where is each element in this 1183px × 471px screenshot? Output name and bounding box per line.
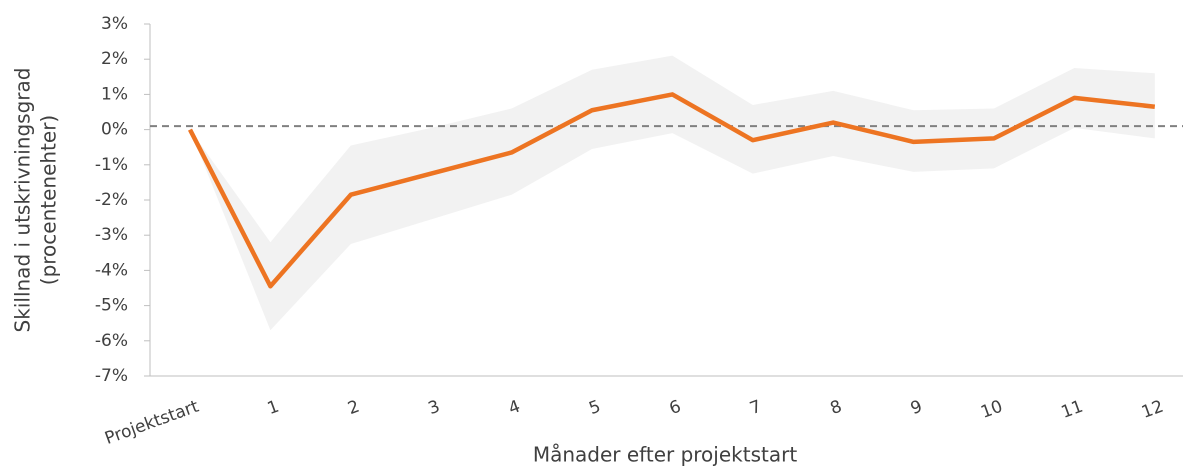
y-tick-label: -2% <box>95 190 128 210</box>
x-tick-label: Projektstart <box>102 396 201 449</box>
y-tick-label: -3% <box>95 225 128 245</box>
x-tick-label: 7 <box>747 397 764 419</box>
x-tick-label: 12 <box>1139 397 1166 423</box>
x-tick-label: 4 <box>506 397 523 419</box>
x-tick-label: 1 <box>265 397 282 419</box>
y-axis-title: Skillnad i utskrivningsgrad <box>11 68 35 333</box>
x-tick-label: 10 <box>978 397 1005 423</box>
x-tick-label: 2 <box>345 397 362 419</box>
x-tick-label: 9 <box>908 397 925 419</box>
y-tick-label: 1% <box>101 84 128 104</box>
y-tick-label: 3% <box>101 14 128 34</box>
y-tick-label: -5% <box>95 296 128 316</box>
x-tick-label: 3 <box>426 397 443 419</box>
x-axis-title: Månader efter projektstart <box>533 443 797 467</box>
y-axis-title: (procentenehter) <box>37 115 61 285</box>
y-tick-label: -6% <box>95 331 128 351</box>
y-tick-label: -7% <box>95 366 128 386</box>
x-tick-label: 5 <box>586 397 603 419</box>
y-tick-label: 0% <box>101 120 128 140</box>
y-tick-label: -1% <box>95 155 128 175</box>
data-line <box>187 92 1156 289</box>
x-tick-label: 11 <box>1059 397 1086 423</box>
x-tick-label: 6 <box>667 397 684 419</box>
x-tick-label: 8 <box>828 397 845 419</box>
y-tick-label: -4% <box>95 260 128 280</box>
y-tick-label: 2% <box>101 49 128 69</box>
confidence-band <box>190 55 1155 331</box>
